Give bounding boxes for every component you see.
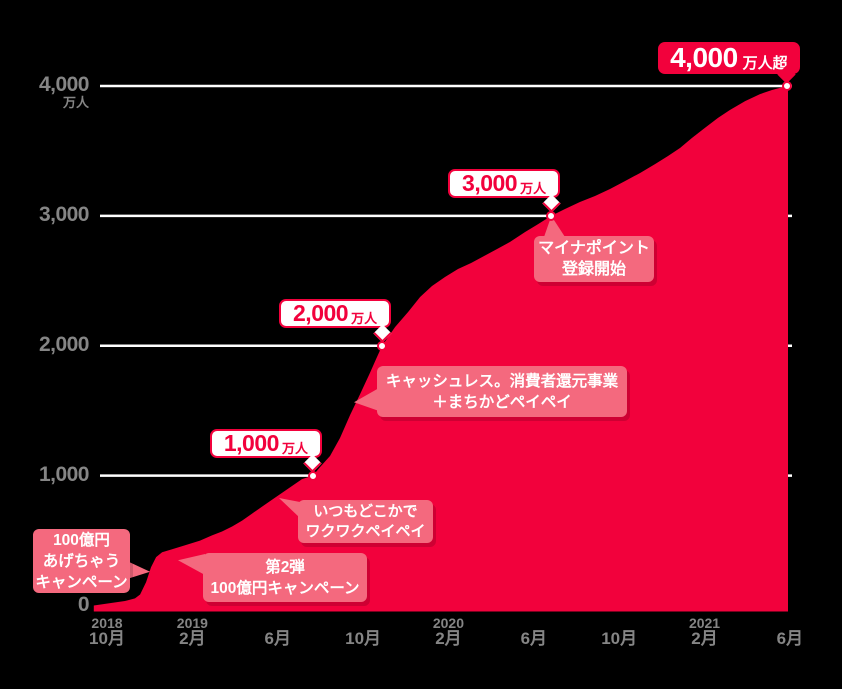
milestone-dot-2000 (377, 340, 388, 351)
event-callout-line: 100億円キャンペーン (210, 579, 360, 597)
event-callout-line: キャンペーン (35, 573, 128, 591)
event-callout-line: あげちゃう (42, 552, 121, 570)
x-axis-tick-2021-2月: 2021 2月 (663, 615, 747, 648)
x-axis-tick-6月: 6月 (748, 617, 832, 647)
x-axis-tick-6月: 6月 (492, 617, 576, 647)
event-callout-line: 第2弾 (265, 558, 305, 576)
x-axis-year (577, 617, 661, 629)
y-axis-value: 1,000 (38, 462, 90, 486)
event-callout-line: いつもどこかで (313, 503, 418, 520)
milestone-unit: 万人超 (742, 55, 788, 72)
event-callout-100oku-campaign-2: 第2弾 100億円キャンペーン (203, 553, 367, 602)
milestone-unit: 万人 (520, 180, 547, 196)
milestone-value: 1,000 (223, 430, 280, 457)
y-axis-value: 0 (77, 592, 90, 616)
y-axis-value: 3,000 (38, 202, 90, 226)
milestone-callout-1000: 1,000 万人 (209, 429, 322, 459)
event-callout-100oku-campaign: 100億円 あげちゃう キャンペーン (33, 529, 130, 593)
milestone-dot-4000 (781, 81, 792, 91)
x-axis-month: 2月 (179, 629, 206, 648)
milestone-dot-1000 (307, 470, 318, 481)
y-axis-value: 2,000 (38, 332, 90, 356)
milestone-callout-3000: 3,000 万人 (448, 169, 561, 199)
x-axis-month: 6月 (776, 629, 804, 648)
event-callout-line: マイナポイント (538, 240, 650, 257)
y-axis-value: 4,000 (38, 73, 90, 96)
milestone-callout-2000: 2,000 万人 (279, 299, 392, 329)
x-axis-year (321, 617, 405, 629)
x-axis-year (748, 617, 832, 629)
x-axis-tick-6月: 6月 (236, 617, 320, 647)
y-axis-label-1000: 1,000 (19, 462, 90, 486)
x-axis-year (236, 617, 320, 629)
y-axis-label-2000: 2,000 (19, 332, 90, 356)
x-axis-month: 10月 (601, 629, 638, 648)
x-axis-tick-2019-2月: 2019 2月 (150, 615, 234, 648)
x-axis-tick-10月: 10月 (321, 617, 405, 647)
milestone-dot-3000 (546, 210, 557, 221)
event-callout-wakuwaku-paypay: いつもどこかで ワクワクペイペイ (298, 500, 433, 543)
event-callout-line: キャッシュレス。消費者還元事業 (385, 372, 619, 390)
event-callout-line: ワクワクペイペイ (305, 522, 426, 540)
y-axis-label-3000: 3,000 (19, 202, 90, 226)
event-callout-cashless-machikado: キャッシュレス。消費者還元事業 ＋まちかどペイペイ (377, 366, 627, 417)
x-axis-tick-2018-10月: 2018 10月 (65, 615, 149, 648)
x-axis-tick-2020-2月: 2020 2月 (406, 615, 490, 648)
event-callout-line: 100億円 (53, 531, 110, 549)
milestone-value: 2,000 (293, 300, 349, 327)
x-axis-year: 2019 (176, 615, 208, 631)
x-axis-month: 2月 (435, 629, 462, 648)
milestone-value: 4,000 (670, 42, 738, 73)
x-axis-year: 2021 (688, 615, 721, 631)
milestone-callout-4000: 4,000 万人超 (657, 42, 800, 74)
y-axis-unit: 万人 (62, 95, 89, 110)
event-callout-line: ＋まちかどペイペイ (432, 393, 572, 411)
x-axis-year (492, 617, 576, 629)
x-axis-year: 2018 (91, 615, 123, 631)
event-callout-line: 登録開始 (561, 261, 626, 278)
y-axis-label-4000: 4,000 万人 (19, 73, 90, 110)
x-axis-month: 10月 (345, 629, 382, 648)
x-axis-month: 10月 (89, 629, 125, 648)
x-axis-tick-10月: 10月 (577, 617, 661, 647)
x-axis-month: 6月 (264, 629, 291, 648)
x-axis-month: 6月 (520, 629, 548, 648)
milestone-value: 3,000 (462, 170, 518, 197)
x-axis-year: 2020 (432, 615, 465, 631)
milestone-unit: 万人 (281, 440, 308, 456)
y-axis-label-0: 0 (19, 592, 90, 616)
event-callout-mynapoint: マイナポイント 登録開始 (534, 236, 654, 282)
milestone-unit: 万人 (351, 310, 378, 326)
x-axis-month: 2月 (691, 629, 718, 648)
user-growth-area (93, 86, 789, 612)
